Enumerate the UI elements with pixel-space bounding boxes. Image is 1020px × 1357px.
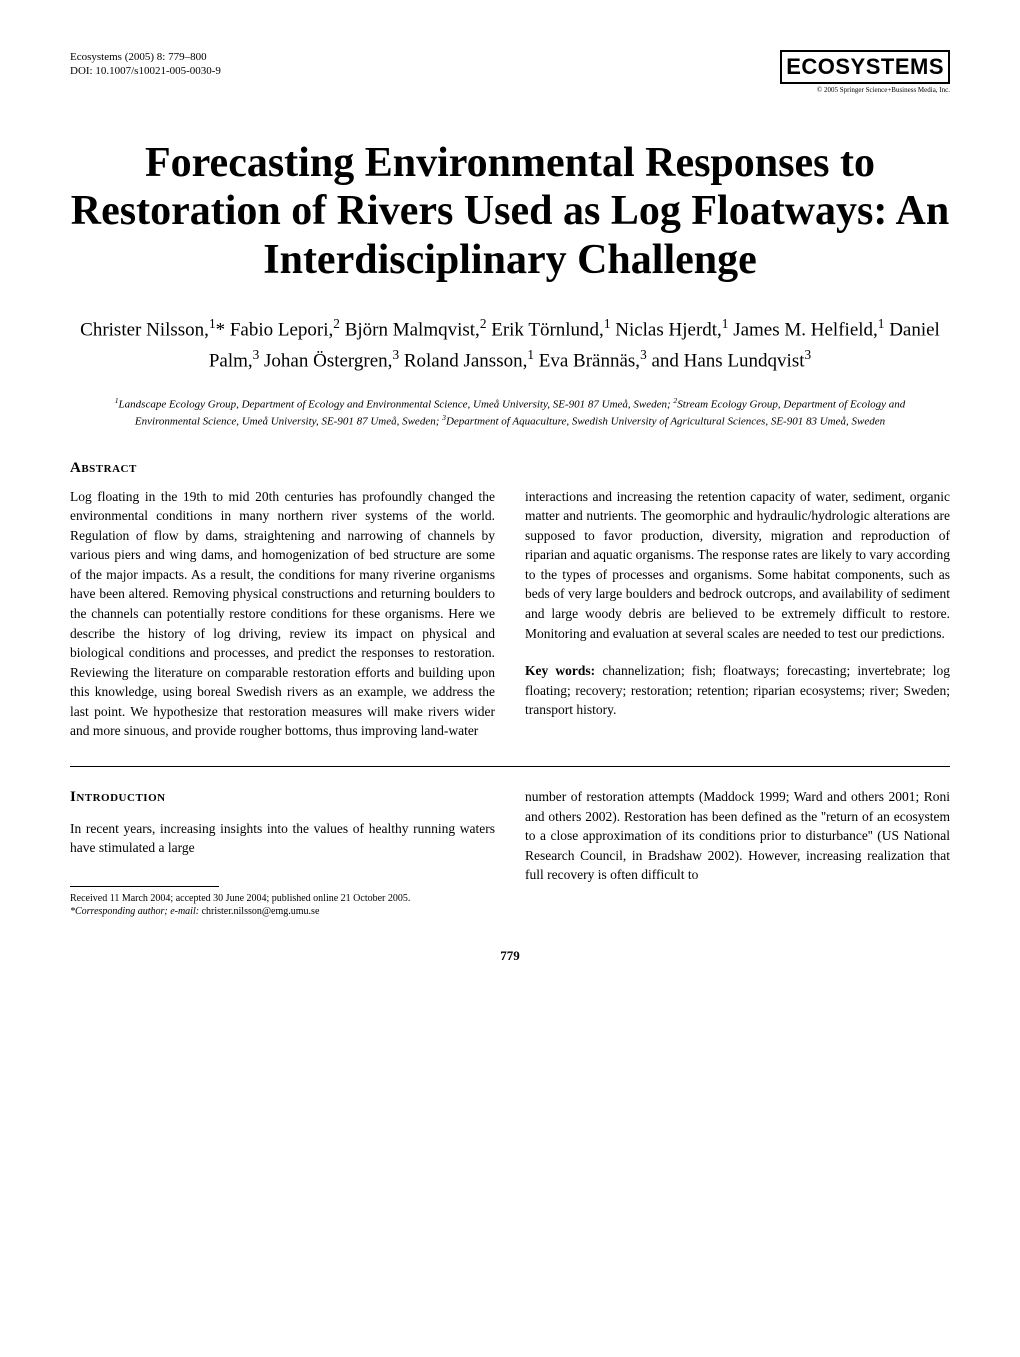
abstract-section: Abstract Log floating in the 19th to mid… [70,460,950,741]
section-divider [70,766,950,767]
affiliations: 1Landscape Ecology Group, Department of … [70,396,950,430]
intro-left-text: In recent years, increasing insights int… [70,819,495,858]
page-header: Ecosystems (2005) 8: 779–800 DOI: 10.100… [70,50,950,94]
intro-left-column: Introduction In recent years, increasing… [70,787,495,918]
corresponding-email: christer.nilsson@emg.umu.se [199,906,319,917]
introduction-heading: Introduction [70,787,495,809]
keywords-block: Key words: channelization; fish; floatwa… [525,661,950,720]
corresponding-label: *Corresponding author; e-mail: [70,906,199,917]
keywords-label: Key words: [525,663,595,678]
corresponding-footnote: *Corresponding author; e-mail: christer.… [70,905,495,918]
page-number: 779 [70,948,950,964]
abstract-right-column: interactions and increasing the retentio… [525,487,950,741]
introduction-section: Introduction In recent years, increasing… [70,787,950,918]
article-title: Forecasting Environmental Responses to R… [70,139,950,284]
abstract-right-text: interactions and increasing the retentio… [525,489,950,641]
journal-copyright: © 2005 Springer Science+Business Media, … [780,86,950,94]
journal-logo: ECOSYSTEMS [780,50,950,84]
abstract-columns: Log floating in the 19th to mid 20th cen… [70,487,950,741]
received-footnote: Received 11 March 2004; accepted 30 June… [70,892,495,905]
authors-list: Christer Nilsson,1* Fabio Lepori,2 Björn… [70,314,950,376]
journal-logo-block: ECOSYSTEMS © 2005 Springer Science+Busin… [780,50,950,94]
footnote-divider [70,886,219,887]
intro-right-column: number of restoration attempts (Maddock … [525,787,950,918]
doi-line: DOI: 10.1007/s10021-005-0030-9 [70,64,221,78]
journal-line: Ecosystems (2005) 8: 779–800 [70,50,221,64]
abstract-left-column: Log floating in the 19th to mid 20th cen… [70,487,495,741]
abstract-heading: Abstract [70,460,950,477]
journal-info: Ecosystems (2005) 8: 779–800 DOI: 10.100… [70,50,221,79]
